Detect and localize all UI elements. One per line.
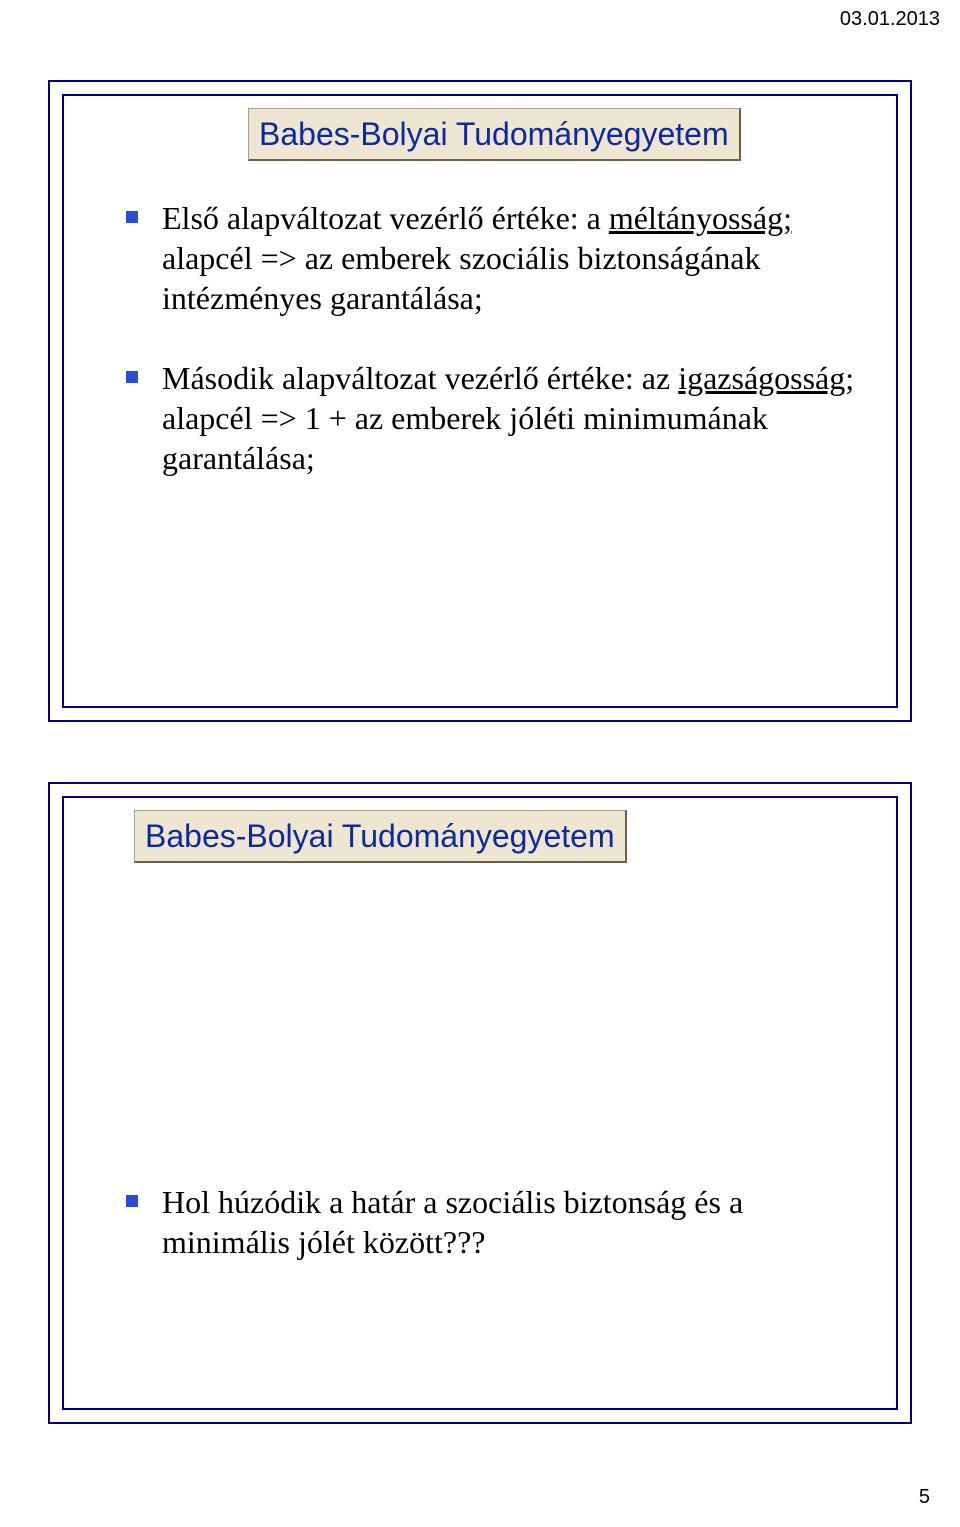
slide-content: Első alapváltozat vezérlő értéke: a mélt… [126, 198, 872, 518]
list-item-text-tail: alapcél => az emberek szociális biztonsá… [162, 240, 760, 316]
list-item: Hol húzódik a határ a szociális biztonsá… [126, 1182, 872, 1262]
list-item-text-tail: alapcél => 1 + az emberek jóléti minimum… [162, 400, 768, 476]
page: 03.01.2013 Babes-Bolyai Tudományegyetem … [0, 0, 960, 1527]
bullet-icon [126, 211, 138, 223]
slide-title: Babes-Bolyai Tudományegyetem [248, 108, 741, 161]
list-item-text-lead: Hol húzódik a határ a szociális biztonsá… [162, 1184, 743, 1260]
list-item: Első alapváltozat vezérlő értéke: a mélt… [126, 198, 872, 318]
page-number: 5 [919, 1486, 930, 1509]
list-item-text-underlined: méltányosság; [609, 200, 792, 236]
slide-content: Hol húzódik a határ a szociális biztonsá… [126, 1182, 872, 1302]
list-item: Második alapváltozat vezérlő értéke: az … [126, 358, 872, 478]
slide-1: Babes-Bolyai Tudományegyetem Első alapvá… [48, 80, 912, 722]
slide-2: Babes-Bolyai Tudományegyetem Hol húzódik… [48, 782, 912, 1424]
bullet-icon [126, 371, 138, 383]
slide-title: Babes-Bolyai Tudományegyetem [134, 810, 627, 863]
slide-inner-frame [62, 796, 898, 1410]
bullet-icon [126, 1195, 138, 1207]
header-date: 03.01.2013 [840, 8, 940, 31]
list-item-text-lead: Első alapváltozat vezérlő értéke: a [162, 200, 609, 236]
list-item-text-lead: Második alapváltozat vezérlő értéke: az [162, 360, 678, 396]
list-item-text-underlined: igazságosság; [678, 360, 854, 396]
